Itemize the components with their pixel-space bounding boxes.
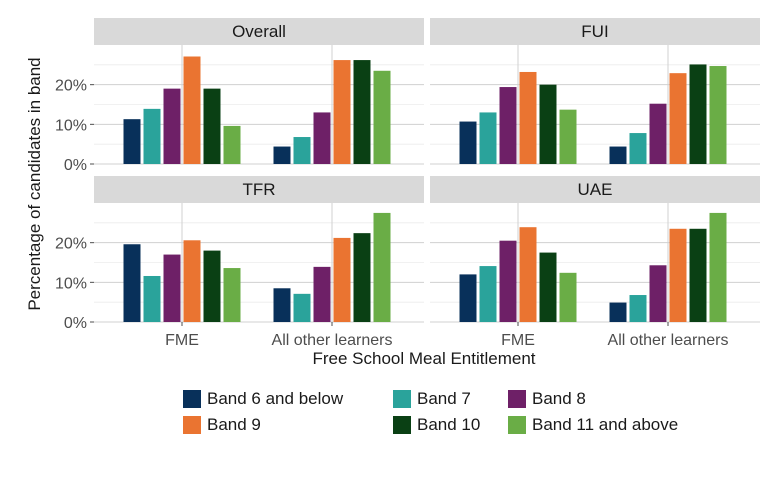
bar-overall-all-other-learners-band-6-and-below bbox=[273, 146, 291, 164]
y-tick-label: 0% bbox=[64, 315, 87, 332]
bar-overall-all-other-learners-band-10 bbox=[353, 60, 371, 164]
bar-uae-all-other-learners-band-8 bbox=[649, 265, 667, 322]
legend-item-band-9: Band 9 bbox=[183, 415, 393, 435]
bar-overall-fme-band-6-and-below bbox=[123, 119, 141, 164]
bar-uae-fme-band-9 bbox=[519, 227, 537, 322]
legend-label-band-7: Band 7 bbox=[417, 389, 471, 408]
bar-tfr-all-other-learners-band-7 bbox=[293, 293, 311, 322]
legend-key-band-6-and-below bbox=[183, 390, 201, 408]
bar-tfr-fme-band-9 bbox=[183, 240, 201, 322]
bar-tfr-fme-band-10 bbox=[203, 250, 221, 322]
bar-fui-fme-band-8 bbox=[499, 87, 517, 164]
legend-key-band-7 bbox=[393, 390, 411, 408]
y-tick-label: 0% bbox=[64, 157, 87, 174]
bar-overall-fme-band-7 bbox=[143, 108, 161, 164]
facet-title: TFR bbox=[242, 180, 275, 199]
bar-tfr-all-other-learners-band-9 bbox=[333, 237, 351, 322]
legend-key-band-10 bbox=[393, 416, 411, 434]
bar-overall-all-other-learners-band-11-and-above bbox=[373, 70, 391, 164]
bar-overall-fme-band-11-and-above bbox=[223, 125, 241, 164]
x-axis-title: Free School Meal Entitlement bbox=[313, 349, 536, 368]
bar-tfr-all-other-learners-band-8 bbox=[313, 266, 331, 322]
bar-tfr-fme-band-6-and-below bbox=[123, 244, 141, 322]
legend-item-band-8: Band 8 bbox=[508, 389, 586, 409]
bar-tfr-all-other-learners-band-6-and-below bbox=[273, 288, 291, 322]
bar-fui-all-other-learners-band-10 bbox=[689, 64, 707, 164]
bar-fui-all-other-learners-band-8 bbox=[649, 103, 667, 164]
bar-fui-fme-band-9 bbox=[519, 71, 537, 164]
bar-uae-fme-band-11-and-above bbox=[559, 272, 577, 322]
legend-key-band-8 bbox=[508, 390, 526, 408]
facet-title: UAE bbox=[578, 180, 613, 199]
bar-overall-fme-band-10 bbox=[203, 88, 221, 164]
facet-strip bbox=[94, 18, 424, 45]
bar-uae-all-other-learners-band-9 bbox=[669, 228, 687, 322]
bar-fui-fme-band-7 bbox=[479, 112, 497, 164]
y-axis-title: Percentage of candidates in band bbox=[25, 57, 44, 310]
bar-tfr-all-other-learners-band-10 bbox=[353, 233, 371, 322]
bar-tfr-fme-band-8 bbox=[163, 254, 181, 322]
x-tick-label: All other learners bbox=[608, 332, 729, 349]
x-tick-label: FME bbox=[501, 332, 535, 349]
bar-uae-fme-band-7 bbox=[479, 266, 497, 322]
bar-overall-all-other-learners-band-8 bbox=[313, 112, 331, 164]
legend-label-band-6-and-below: Band 6 and below bbox=[207, 389, 344, 408]
bar-fui-fme-band-10 bbox=[539, 84, 557, 164]
legend-item-band-7: Band 7 bbox=[393, 389, 508, 409]
legend-item-band-11-and-above: Band 11 and above bbox=[508, 415, 678, 435]
y-tick-label: 10% bbox=[55, 117, 87, 134]
y-tick-label: 20% bbox=[55, 78, 87, 95]
x-tick-label: All other learners bbox=[272, 332, 393, 349]
legend-label-band-8: Band 8 bbox=[532, 389, 586, 408]
bar-fui-fme-band-11-and-above bbox=[559, 109, 577, 164]
bar-overall-fme-band-9 bbox=[183, 56, 201, 164]
facet-strip bbox=[430, 18, 760, 45]
bar-overall-fme-band-8 bbox=[163, 88, 181, 164]
legend-key-band-9 bbox=[183, 416, 201, 434]
bar-fui-all-other-learners-band-9 bbox=[669, 73, 687, 164]
bar-uae-fme-band-10 bbox=[539, 252, 557, 322]
legend-label-band-11-and-above: Band 11 and above bbox=[532, 415, 679, 434]
bar-tfr-fme-band-7 bbox=[143, 275, 161, 322]
legend-label-band-9: Band 9 bbox=[207, 415, 261, 434]
bar-fui-all-other-learners-band-6-and-below bbox=[609, 146, 627, 164]
legend-row: Band 9 Band 10 Band 11 and above bbox=[183, 412, 703, 438]
bar-tfr-all-other-learners-band-11-and-above bbox=[373, 212, 391, 322]
legend-label-band-10: Band 10 bbox=[417, 415, 481, 434]
legend-item-band-6-and-below: Band 6 and below bbox=[183, 389, 393, 409]
bar-uae-all-other-learners-band-11-and-above bbox=[709, 212, 727, 322]
y-tick-label: 10% bbox=[55, 275, 87, 292]
y-tick-label: 20% bbox=[55, 236, 87, 253]
bar-uae-fme-band-6-and-below bbox=[459, 274, 477, 322]
facet-title: Overall bbox=[232, 22, 286, 41]
facet-title: FUI bbox=[581, 22, 608, 41]
bar-uae-all-other-learners-band-10 bbox=[689, 228, 707, 322]
legend-item-band-10: Band 10 bbox=[393, 415, 508, 435]
facet-strip bbox=[430, 176, 760, 203]
legend-row: Band 6 and below Band 7 Band 8 bbox=[183, 386, 703, 412]
bar-uae-fme-band-8 bbox=[499, 240, 517, 322]
bar-overall-all-other-learners-band-7 bbox=[293, 137, 311, 164]
bar-uae-all-other-learners-band-6-and-below bbox=[609, 302, 627, 322]
bar-fui-all-other-learners-band-11-and-above bbox=[709, 66, 727, 164]
bar-tfr-fme-band-11-and-above bbox=[223, 268, 241, 322]
bar-overall-all-other-learners-band-9 bbox=[333, 60, 351, 164]
bar-fui-all-other-learners-band-7 bbox=[629, 133, 647, 164]
bar-fui-fme-band-6-and-below bbox=[459, 121, 477, 164]
legend-key-band-11-and-above bbox=[508, 416, 526, 434]
facet-strip bbox=[94, 176, 424, 203]
x-tick-label: FME bbox=[165, 332, 199, 349]
legend: Band 6 and below Band 7 Band 8 Band 9 Ba… bbox=[183, 386, 703, 438]
bar-uae-all-other-learners-band-7 bbox=[629, 295, 647, 322]
